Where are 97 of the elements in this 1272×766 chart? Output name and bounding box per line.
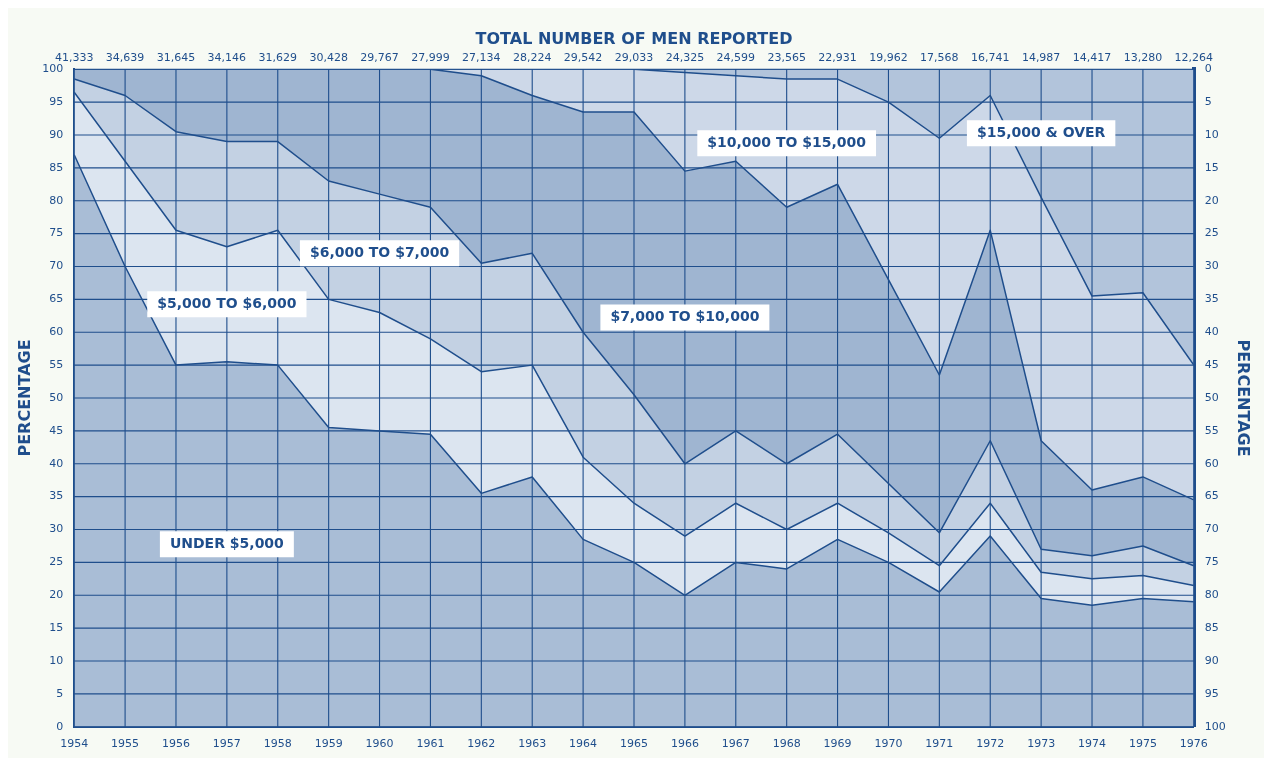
y2-tick-label: 10 (1204, 127, 1219, 141)
x-tick-label: 1954 (60, 737, 89, 751)
y2-tick-label: 5 (1204, 94, 1212, 108)
text: 27,999 (411, 50, 450, 64)
y2-tick-label: 70 (1204, 522, 1219, 536)
chart-title: TOTAL NUMBER OF MEN REPORTED (475, 28, 793, 48)
x-tick-label: 1964 (569, 737, 598, 751)
y2-tick-label: 60 (1204, 456, 1219, 470)
y2-axis-title: PERCENTAGE (1234, 339, 1254, 457)
x-tick-label: 1973 (1027, 737, 1056, 751)
y2-tick-label: 45 (1204, 357, 1219, 371)
x-tick-label: 1968 (772, 737, 801, 751)
y-tick-label: 60 (49, 325, 64, 339)
text: 31,645 (156, 50, 196, 64)
x-tick-label: 1956 (161, 737, 190, 751)
text: 24,599 (716, 50, 756, 64)
y-tick-label: 75 (49, 226, 64, 240)
series-label: $6,000 TO $7,000 (309, 243, 450, 260)
y2-tick-label: 15 (1204, 160, 1219, 174)
x-tick-label: 1958 (263, 737, 292, 751)
series-label: $10,000 TO $15,000 (707, 133, 867, 150)
x-tick-label: 1955 (111, 737, 140, 751)
y2-tick-label: 20 (1204, 193, 1219, 207)
x-tick-label: 1959 (314, 737, 343, 751)
y-tick-label: 65 (49, 292, 64, 306)
series-label: $7,000 TO $10,000 (610, 308, 760, 325)
series-label: $5,000 TO $6,000 (157, 294, 297, 311)
y2-tick-label: 50 (1204, 390, 1219, 404)
y-tick-label: 0 (56, 719, 64, 733)
y-tick-label: 15 (49, 621, 64, 635)
y-tick-label: 5 (56, 686, 64, 700)
text: 34,146 (207, 50, 247, 64)
y-tick-label: 50 (49, 390, 64, 404)
y2-tick-label: 25 (1204, 226, 1219, 240)
y2-tick-label: 55 (1204, 423, 1219, 437)
x-tick-label: 1963 (518, 737, 547, 751)
y2-tick-label: 85 (1204, 621, 1219, 635)
y2-tick-label: 0 (1204, 62, 1212, 76)
series-label: $15,000 & OVER (976, 123, 1106, 140)
y-tick-label: 80 (49, 193, 64, 207)
text: 16,741 (970, 50, 1010, 64)
y-tick-label: 35 (49, 489, 64, 503)
x-tick-label: 1960 (365, 737, 394, 751)
x-tick-label: 1961 (416, 737, 445, 751)
y-tick-label: 40 (49, 456, 64, 470)
x-tick-label: 1971 (925, 737, 954, 751)
y-tick-label: 70 (49, 259, 64, 273)
text: 29,767 (360, 50, 399, 64)
x-tick-label: 1965 (620, 737, 648, 751)
y-tick-label: 85 (49, 160, 64, 174)
y-tick-label: 20 (49, 588, 64, 602)
y-tick-label: 30 (49, 522, 64, 536)
y-tick-label: 45 (49, 423, 64, 437)
text: 34,639 (105, 50, 145, 64)
text: 29,033 (614, 50, 654, 64)
text: 27,134 (462, 50, 501, 64)
y2-tick-label: 65 (1204, 489, 1219, 503)
y-tick-label: 10 (49, 653, 64, 667)
text: 29,542 (563, 50, 603, 64)
text: 31,629 (258, 50, 298, 64)
x-tick-label: 1976 (1179, 737, 1208, 751)
text: 19,962 (869, 50, 908, 64)
y2-tick-label: 75 (1204, 555, 1219, 569)
y2-tick-label: 100 (1204, 719, 1226, 733)
y2-tick-label: 30 (1204, 259, 1219, 273)
text: 30,428 (309, 50, 348, 64)
y2-tick-label: 40 (1204, 325, 1219, 339)
y-tick-label: 55 (49, 357, 64, 371)
y2-tick-label: 80 (1204, 588, 1219, 602)
text: 14,417 (1072, 50, 1112, 64)
x-tick-label: 1970 (874, 737, 903, 751)
text: 12,264 (1174, 50, 1214, 64)
y-tick-label: 100 (42, 62, 64, 76)
text: 23,565 (767, 50, 806, 64)
y2-tick-label: 95 (1204, 686, 1219, 700)
y-axis-title: PERCENTAGE (14, 339, 34, 457)
series-label: UNDER $5,000 (169, 534, 285, 551)
y-tick-label: 25 (49, 555, 64, 569)
text: 17,568 (920, 50, 959, 64)
x-tick-label: 1966 (670, 737, 699, 751)
y2-tick-label: 90 (1204, 653, 1219, 667)
text: 28,224 (512, 50, 552, 64)
x-tick-label: 1962 (467, 737, 496, 751)
text: 14,987 (1021, 50, 1061, 64)
text: 13,280 (1123, 50, 1163, 64)
y-tick-label: 90 (49, 127, 64, 141)
y2-tick-label: 35 (1204, 292, 1219, 306)
text: 24,325 (665, 50, 705, 64)
x-tick-label: 1974 (1078, 737, 1107, 751)
x-tick-label: 1967 (721, 737, 750, 751)
text: 22,931 (818, 50, 857, 64)
x-tick-label: 1975 (1128, 737, 1157, 751)
x-tick-label: 1972 (976, 737, 1005, 751)
x-tick-label: 1969 (823, 737, 852, 751)
x-tick-label: 1957 (212, 737, 241, 751)
y-tick-label: 95 (49, 94, 64, 108)
text: 41,333 (54, 50, 94, 64)
